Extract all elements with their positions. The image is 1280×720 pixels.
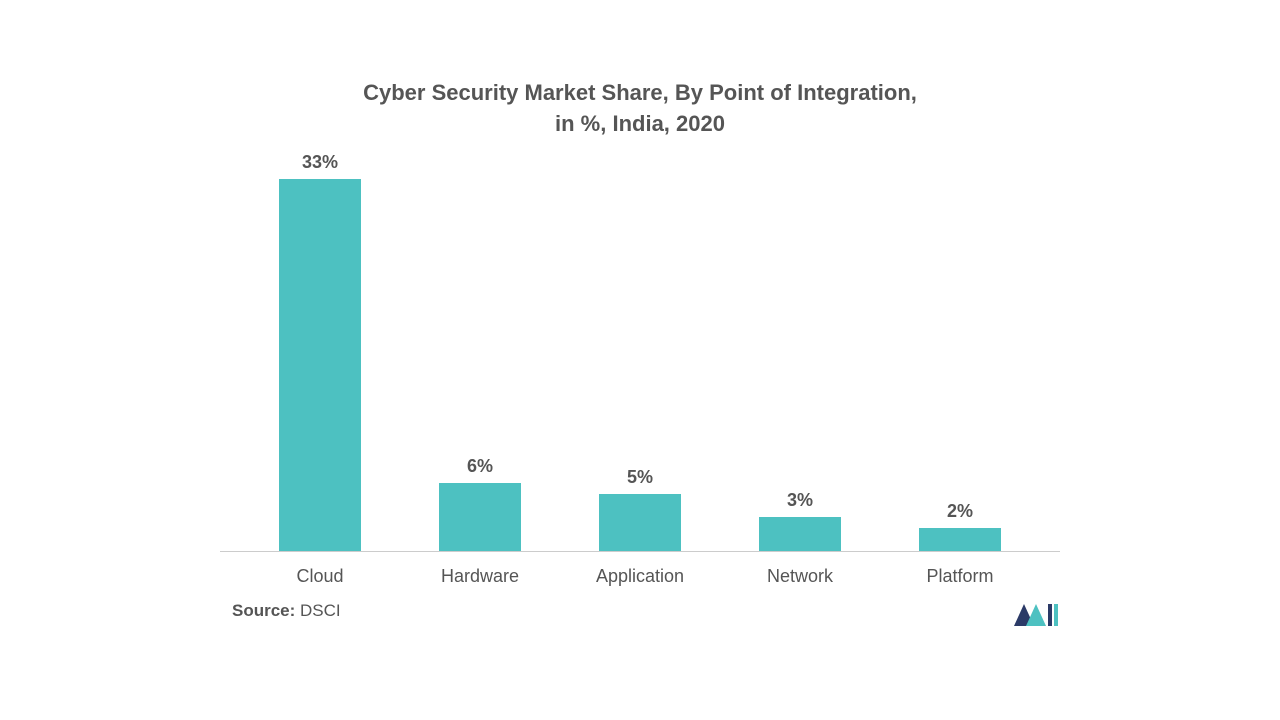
- bar-slot: 6%: [400, 152, 560, 551]
- x-axis-label: Application: [560, 566, 720, 587]
- source-attribution: Source: DSCI: [232, 601, 341, 621]
- x-axis-labels: CloudHardwareApplicationNetworkPlatform: [220, 566, 1060, 587]
- bar-value-label: 33%: [302, 152, 338, 173]
- bar-chart: Cyber Security Market Share, By Point of…: [220, 78, 1060, 587]
- bar-slot: 5%: [560, 152, 720, 551]
- source-prefix: Source:: [232, 601, 295, 620]
- bar-value-label: 5%: [627, 467, 653, 488]
- title-line-2: in %, India, 2020: [555, 111, 725, 136]
- x-axis-label: Platform: [880, 566, 1040, 587]
- bar-slot: 2%: [880, 152, 1040, 551]
- bar: [439, 483, 521, 551]
- bar-value-label: 6%: [467, 456, 493, 477]
- bar: [759, 517, 841, 551]
- bar: [599, 494, 681, 550]
- plot-area: 33% 6% 5% 3% 2%: [220, 152, 1060, 552]
- bar-slot: 33%: [240, 152, 400, 551]
- x-axis-label: Cloud: [240, 566, 400, 587]
- bar: [919, 528, 1001, 551]
- bar: [279, 179, 361, 551]
- bar-value-label: 3%: [787, 490, 813, 511]
- title-line-1: Cyber Security Market Share, By Point of…: [363, 80, 917, 105]
- bar-slot: 3%: [720, 152, 880, 551]
- x-axis-label: Network: [720, 566, 880, 587]
- source-name: DSCI: [300, 601, 341, 620]
- bar-value-label: 2%: [947, 501, 973, 522]
- chart-title: Cyber Security Market Share, By Point of…: [220, 78, 1060, 140]
- x-axis-label: Hardware: [400, 566, 560, 587]
- bars-group: 33% 6% 5% 3% 2%: [220, 152, 1060, 551]
- brand-logo: [1014, 602, 1058, 626]
